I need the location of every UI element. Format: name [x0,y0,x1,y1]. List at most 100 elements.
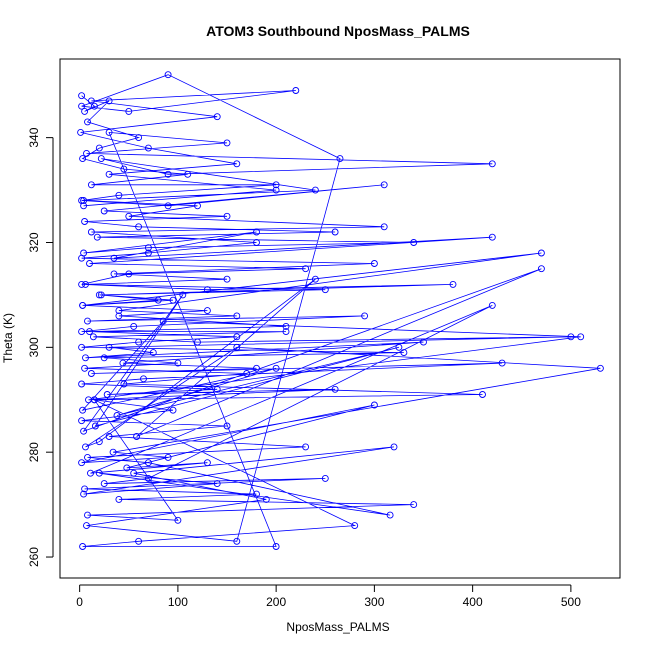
x-tick-label: 400 [463,595,483,609]
data-point [81,218,89,225]
data-point [115,307,123,315]
data-point [84,453,91,461]
data-point [81,364,89,372]
data-point [110,254,118,262]
y-tick-label: 280 [27,442,41,462]
data-point [282,328,290,336]
data-point [223,275,231,283]
data-point [596,364,604,372]
data-point [302,443,310,451]
x-tick-label: 200 [266,595,286,609]
plot-frame [59,58,621,579]
data-point [78,102,86,110]
data-point [78,328,86,336]
data-point [123,464,131,472]
data-point [386,511,394,519]
data-point [105,97,113,105]
data-point [84,118,91,126]
series-points [77,71,604,550]
data-point [164,170,172,178]
data-point [87,228,95,236]
y-axis-label: Theta (K) [1,313,15,363]
data-point [82,443,89,451]
series-line [80,74,601,547]
data-point [87,97,95,105]
data-point [80,427,88,435]
data-point [95,144,103,152]
data-point [253,239,260,246]
data-point [498,359,506,367]
data-point [110,270,118,278]
data-point [135,338,143,346]
data-point [233,537,241,545]
data-point [179,291,187,299]
data-point [370,401,378,409]
data-point [100,480,108,488]
data-point [84,511,91,519]
data-point [223,139,231,147]
data-point [90,396,98,404]
data-point [213,480,221,488]
data-point [488,233,496,241]
data-point [292,87,300,94]
data-point [233,312,241,320]
data-point [380,223,388,231]
data-point [537,249,545,257]
data-point [78,254,86,262]
series-lines [80,74,601,547]
data-point [78,343,86,351]
data-point [78,417,86,425]
data-point [144,474,152,482]
data-point [135,134,143,142]
data-point [488,160,496,168]
data-point [479,391,486,398]
data-point [113,412,121,419]
data-point [95,438,103,446]
data-point [164,453,172,461]
data-point [115,495,123,503]
data-point [164,202,172,210]
data-point [103,391,111,398]
data-point [380,181,388,189]
x-tick-label: 0 [76,595,83,609]
data-point [253,228,260,236]
data-point [115,312,123,320]
data-point [130,469,138,477]
data-point [105,343,113,351]
data-point [80,197,88,204]
data-point [125,212,133,220]
data-point [105,433,113,440]
x-axis-label: NposMass_PALMS [286,620,389,634]
data-point [87,469,94,477]
y-axis: 260 280 300 320 340 [27,127,54,567]
data-point [81,485,89,493]
data-point [78,380,86,388]
data-point [86,260,93,267]
data-point [169,296,177,304]
data-point [95,469,103,477]
data-point [164,71,172,79]
data-point [90,102,98,110]
data-point [93,233,101,241]
y-tick-label: 260 [27,547,41,567]
data-point [567,333,575,341]
data-point [80,202,88,210]
data-point [91,422,99,430]
data-point [79,543,87,550]
data-point [89,333,97,341]
data-point [79,155,87,163]
data-point [577,333,585,341]
data-point [488,301,496,309]
data-point [81,107,89,115]
data-point [87,370,95,377]
data-point [159,317,167,325]
data-point [130,322,138,330]
data-point [174,359,182,367]
data-point [400,349,408,357]
data-point [321,286,329,294]
data-point [105,128,113,136]
data-point [120,380,128,388]
x-tick-label: 100 [168,595,188,609]
